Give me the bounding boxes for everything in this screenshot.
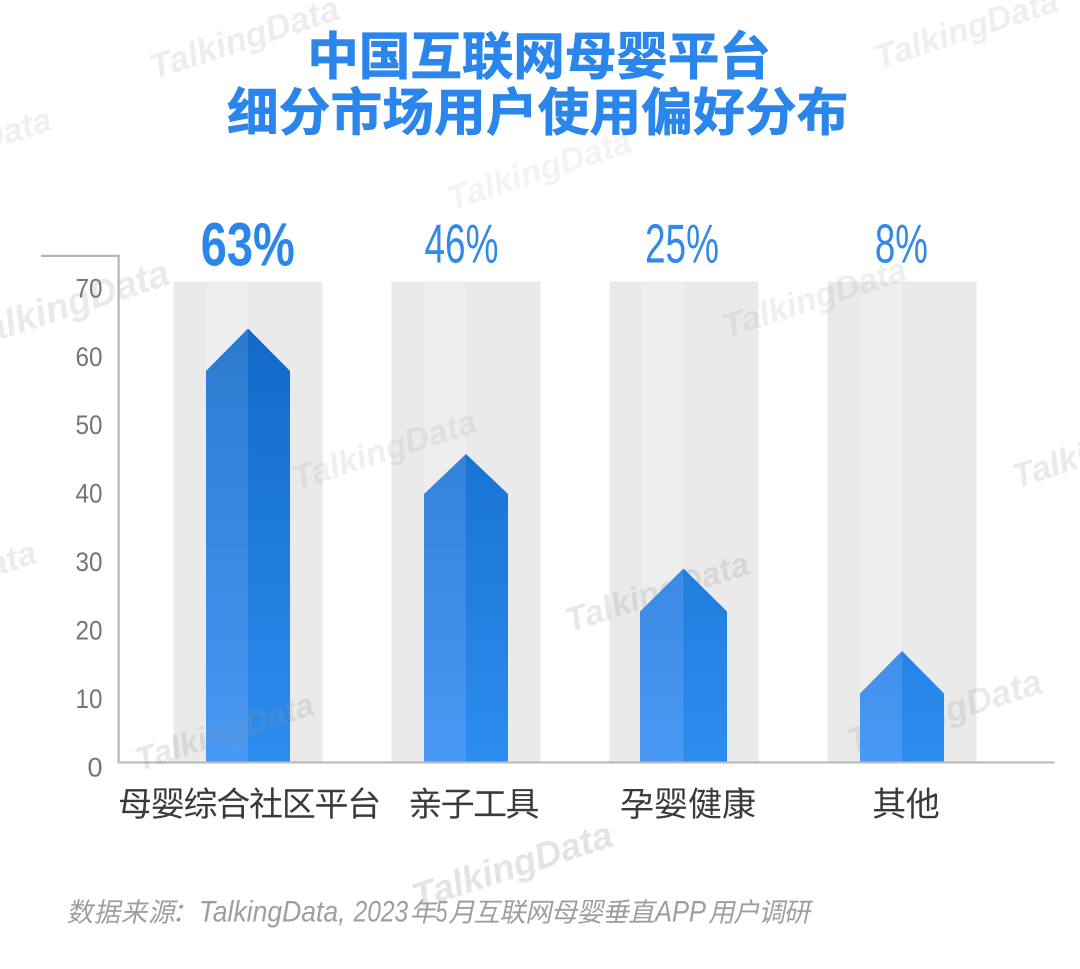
svg-text:46%: 46% (425, 213, 499, 275)
svg-text:8%: 8% (875, 213, 928, 275)
svg-text:APP: APP (653, 896, 706, 929)
svg-text:TalkingData,: TalkingData, (199, 896, 346, 929)
svg-text:50: 50 (76, 410, 103, 440)
svg-text:10: 10 (76, 684, 103, 714)
svg-text:63%: 63% (201, 211, 295, 279)
svg-text:0: 0 (87, 753, 102, 783)
svg-text:30: 30 (76, 547, 103, 577)
svg-text:60: 60 (76, 342, 103, 372)
svg-text:70: 70 (76, 273, 103, 303)
svg-text:2023: 2023 (353, 896, 409, 929)
svg-text:20: 20 (76, 616, 103, 646)
svg-text:5: 5 (436, 896, 448, 929)
svg-text:40: 40 (76, 479, 103, 509)
svg-text:25%: 25% (645, 213, 719, 275)
